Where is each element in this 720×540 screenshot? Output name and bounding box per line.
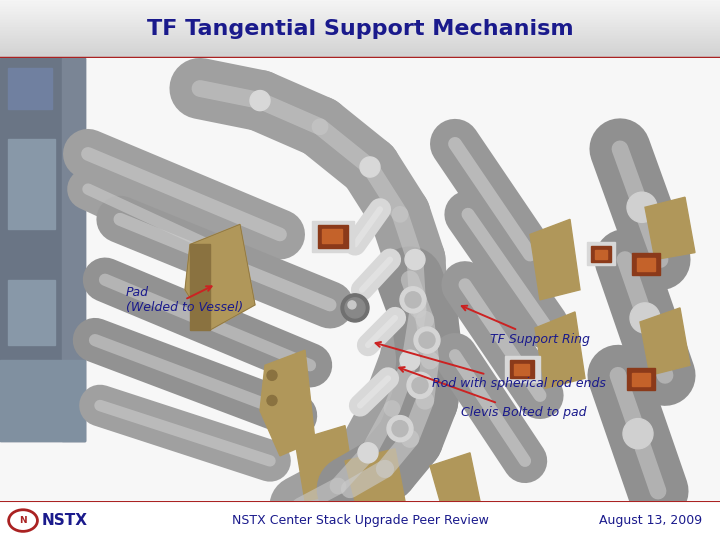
Bar: [312, 221, 354, 252]
Polygon shape: [645, 197, 695, 260]
Circle shape: [627, 192, 657, 222]
Bar: [318, 225, 348, 247]
Bar: [0, 501, 720, 540]
Bar: [514, 364, 529, 375]
Bar: [632, 373, 650, 387]
Circle shape: [419, 332, 435, 348]
Polygon shape: [190, 245, 210, 330]
Circle shape: [405, 249, 425, 269]
Circle shape: [407, 372, 433, 399]
Circle shape: [193, 290, 203, 300]
Bar: [510, 360, 534, 379]
Circle shape: [414, 327, 440, 353]
Bar: [587, 242, 615, 265]
Circle shape: [341, 294, 369, 322]
Polygon shape: [62, 58, 85, 441]
Bar: [595, 249, 607, 259]
Circle shape: [392, 421, 408, 437]
Text: Clevis Bolted to pad: Clevis Bolted to pad: [399, 367, 586, 419]
Text: Rod with spherical rod ends: Rod with spherical rod ends: [376, 342, 606, 390]
Circle shape: [193, 269, 203, 280]
Polygon shape: [8, 69, 52, 109]
Polygon shape: [185, 225, 255, 330]
Polygon shape: [0, 58, 85, 441]
Circle shape: [358, 443, 378, 463]
Circle shape: [250, 91, 270, 111]
Circle shape: [267, 395, 277, 406]
Bar: [505, 356, 540, 382]
Circle shape: [623, 418, 653, 449]
Circle shape: [412, 377, 428, 394]
Polygon shape: [530, 219, 580, 300]
Circle shape: [267, 370, 277, 380]
Polygon shape: [8, 139, 55, 230]
Bar: [627, 368, 655, 390]
Text: TF Tangential Support Mechanism: TF Tangential Support Mechanism: [147, 19, 573, 39]
Text: NSTX Center Stack Upgrade Peer Review: NSTX Center Stack Upgrade Peer Review: [232, 514, 488, 527]
Circle shape: [345, 298, 365, 318]
Circle shape: [400, 287, 426, 313]
Polygon shape: [430, 453, 480, 501]
Text: N: N: [19, 516, 27, 525]
Text: TF Support Ring: TF Support Ring: [462, 306, 590, 346]
Circle shape: [405, 292, 421, 308]
Circle shape: [400, 350, 420, 370]
Polygon shape: [295, 426, 355, 501]
Bar: [632, 253, 660, 275]
Bar: [637, 258, 655, 271]
Circle shape: [193, 249, 203, 260]
Polygon shape: [260, 350, 315, 456]
Circle shape: [348, 301, 356, 309]
Polygon shape: [0, 360, 85, 441]
Polygon shape: [640, 308, 690, 375]
Polygon shape: [345, 449, 405, 501]
Text: August 13, 2009: August 13, 2009: [599, 514, 702, 527]
Bar: [322, 230, 342, 244]
Text: NSTX: NSTX: [42, 513, 88, 528]
Circle shape: [630, 303, 660, 333]
Bar: [591, 246, 611, 261]
Text: Pad
(Welded to Vessel): Pad (Welded to Vessel): [126, 286, 243, 314]
Circle shape: [387, 416, 413, 442]
Polygon shape: [8, 280, 55, 345]
Polygon shape: [535, 312, 585, 388]
Circle shape: [360, 157, 380, 177]
